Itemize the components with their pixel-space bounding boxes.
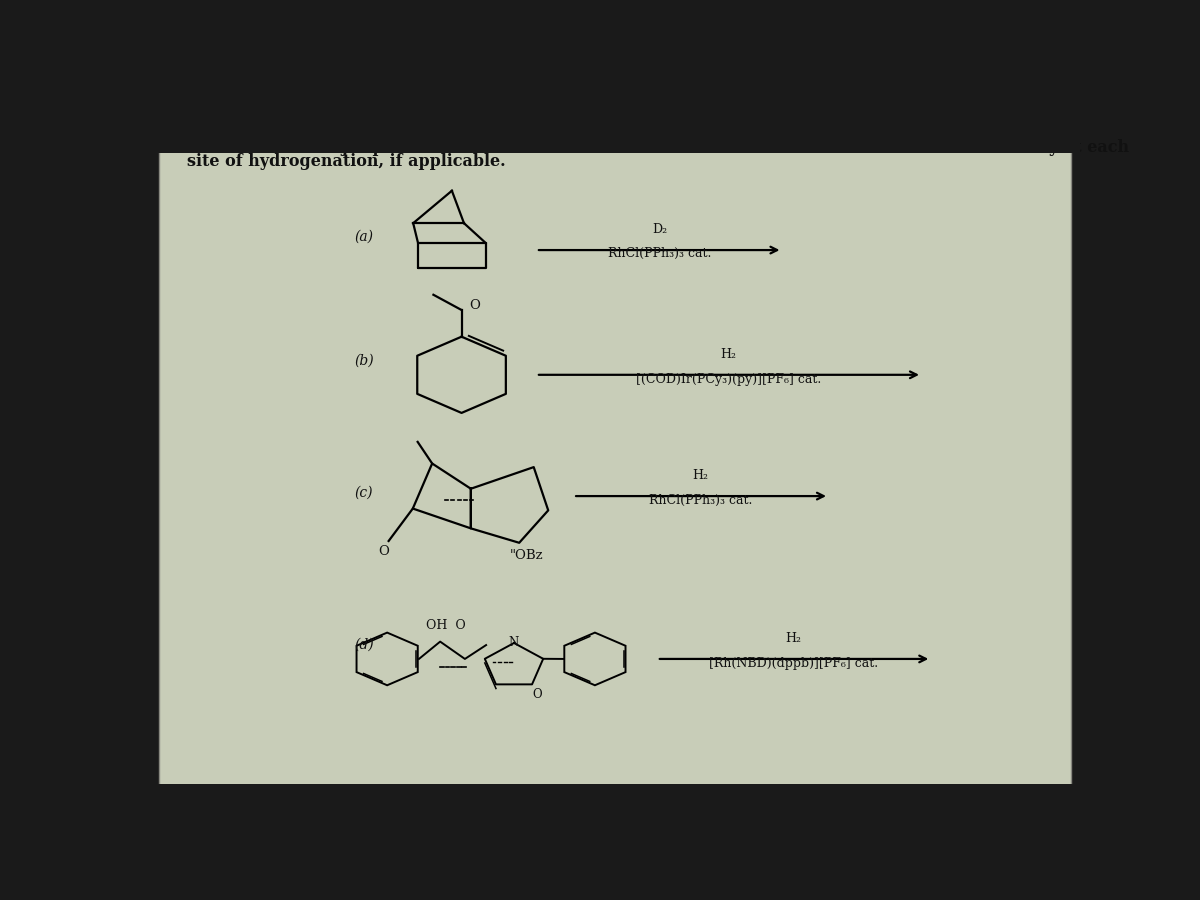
Text: site of hydrogenation, if applicable.: site of hydrogenation, if applicable. <box>187 153 506 170</box>
Text: O: O <box>532 688 541 701</box>
Text: (b): (b) <box>355 354 374 368</box>
Text: (a): (a) <box>355 230 373 243</box>
Text: (c): (c) <box>355 486 373 500</box>
Text: H₂: H₂ <box>692 469 708 482</box>
Text: [Rh(NBD)(dppb)][PF₆] cat.: [Rh(NBD)(dppb)][PF₆] cat. <box>709 657 878 670</box>
Text: 2. Predict the major product of each reaction. Make sure to indicate the relativ: 2. Predict the major product of each rea… <box>187 140 1129 157</box>
Text: RhCl(PPh₃)₃ cat.: RhCl(PPh₃)₃ cat. <box>608 247 712 259</box>
Text: (d): (d) <box>355 638 374 652</box>
Text: O: O <box>378 545 389 558</box>
FancyBboxPatch shape <box>160 129 1070 794</box>
Text: "OBz: "OBz <box>510 549 544 562</box>
Text: D₂: D₂ <box>652 223 667 236</box>
Text: H₂: H₂ <box>786 632 802 645</box>
Text: [(COD)Ir(PCy₃)(py)][PF₆] cat.: [(COD)Ir(PCy₃)(py)][PF₆] cat. <box>636 373 821 386</box>
Bar <box>150 108 1080 153</box>
Text: N: N <box>509 636 520 650</box>
Text: O: O <box>469 299 480 312</box>
Text: RhCl(PPh₃)₃ cat.: RhCl(PPh₃)₃ cat. <box>649 494 752 507</box>
Text: OH  O: OH O <box>426 619 466 632</box>
Bar <box>150 784 1080 801</box>
Text: H₂: H₂ <box>720 348 737 361</box>
